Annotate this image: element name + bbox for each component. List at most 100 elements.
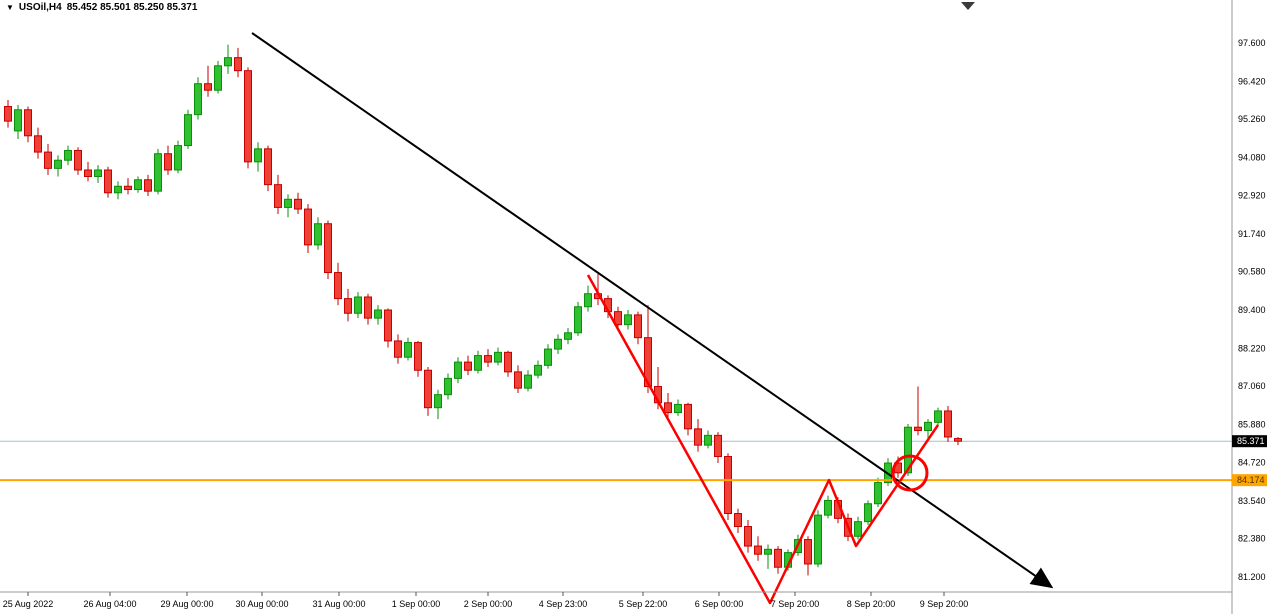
candle xyxy=(84,161,92,182)
symbol-dropdown-icon[interactable]: ▼ xyxy=(6,2,14,12)
candle-body xyxy=(484,355,492,363)
candle xyxy=(684,402,692,436)
candle xyxy=(624,310,632,330)
candle-body xyxy=(194,83,202,116)
candle xyxy=(24,106,32,143)
y-axis-label: 84.720 xyxy=(1238,457,1266,467)
candle xyxy=(54,155,62,177)
candle xyxy=(924,419,932,439)
candle-body xyxy=(84,169,92,178)
candle-body xyxy=(524,374,532,389)
candle-body xyxy=(804,539,812,565)
candle-body xyxy=(184,114,192,147)
candle xyxy=(464,355,472,376)
y-axis-label: 94.080 xyxy=(1238,153,1266,163)
candle xyxy=(484,349,492,367)
candle xyxy=(364,293,372,325)
candle xyxy=(864,500,872,525)
red-zigzag-projection[interactable] xyxy=(586,274,940,605)
candle-body xyxy=(564,332,572,340)
candle xyxy=(14,104,22,140)
y-axis-label: 91.740 xyxy=(1238,229,1266,239)
candle-body xyxy=(154,153,162,192)
candle-body xyxy=(124,185,132,191)
chart-header: ▼ USOil,H4 85.452 85.501 85.250 85.371 xyxy=(6,2,197,13)
candle-body xyxy=(404,342,412,358)
candle-body xyxy=(424,369,432,409)
candle xyxy=(444,373,452,400)
time-axis[interactable]: 25 Aug 2022 26 Aug 04:00 29 Aug 00:00 30 Au… xyxy=(3,592,969,609)
candle-body xyxy=(614,311,622,326)
chart-shift-marker-icon[interactable] xyxy=(961,2,975,10)
candle xyxy=(514,365,522,394)
candle xyxy=(384,308,392,348)
candle xyxy=(184,109,192,149)
candle-body xyxy=(74,149,82,171)
candle xyxy=(154,148,162,195)
candle xyxy=(244,67,252,169)
candle-body xyxy=(674,403,682,414)
candle xyxy=(584,285,592,312)
candle-body xyxy=(504,351,512,373)
candle-body xyxy=(864,503,872,523)
candle xyxy=(934,407,942,426)
y-axis-label: 97.600 xyxy=(1238,38,1266,48)
y-axis-label: 83.540 xyxy=(1238,496,1266,506)
candle-body xyxy=(344,298,352,314)
candle-body xyxy=(214,65,222,91)
candle xyxy=(414,340,422,377)
candle-body xyxy=(814,514,822,565)
breakout-highlight-circle[interactable] xyxy=(891,454,929,492)
x-axis-label: 2 Sep 00:00 xyxy=(464,599,513,609)
candle xyxy=(404,337,412,361)
candle-body xyxy=(264,148,272,186)
candle xyxy=(734,508,742,534)
candle xyxy=(524,370,532,392)
candle-body xyxy=(624,314,632,326)
candle xyxy=(64,145,72,166)
candle xyxy=(344,288,352,322)
candle-body xyxy=(204,83,212,91)
horizontal-line-tag-text: 84.174 xyxy=(1237,475,1265,485)
candle xyxy=(34,127,42,159)
candle-body xyxy=(54,159,62,169)
candle-body xyxy=(954,438,962,442)
candle-body xyxy=(574,306,582,334)
candle xyxy=(274,174,282,214)
candle-body xyxy=(244,70,252,163)
candle-body xyxy=(824,499,832,516)
candle-body xyxy=(134,179,142,191)
x-axis-label: 8 Sep 20:00 xyxy=(847,599,896,609)
candle xyxy=(944,406,952,442)
candle xyxy=(204,65,212,97)
candle-body xyxy=(374,309,382,319)
candle-body xyxy=(494,351,502,363)
candle-body xyxy=(114,185,122,194)
candle-body xyxy=(394,340,402,358)
x-axis-label: 26 Aug 04:00 xyxy=(83,599,136,609)
x-axis-label: 5 Sep 22:00 xyxy=(619,599,668,609)
candle xyxy=(764,544,772,569)
candle-body xyxy=(734,513,742,528)
candle-body xyxy=(704,434,712,446)
candle-body xyxy=(694,428,702,446)
y-axis-label: 87.060 xyxy=(1238,381,1266,391)
candle-body xyxy=(544,348,552,366)
candle xyxy=(4,99,12,128)
candle-body xyxy=(414,342,422,371)
candle-body xyxy=(14,109,22,132)
candle-body xyxy=(514,371,522,389)
candle-body xyxy=(944,410,952,438)
candle xyxy=(634,311,642,345)
price-axis[interactable]: 97.600 96.420 95.260 94.080 92.920 91.740 90.5… xyxy=(1238,38,1266,582)
descending-trendline[interactable] xyxy=(251,32,1054,589)
candle-body xyxy=(334,272,342,300)
x-axis-label: 31 Aug 00:00 xyxy=(312,599,365,609)
candle xyxy=(144,174,152,197)
candle xyxy=(854,516,862,540)
candle-body xyxy=(754,545,762,555)
y-axis-label: 89.400 xyxy=(1238,305,1266,315)
candle-body xyxy=(724,456,732,515)
